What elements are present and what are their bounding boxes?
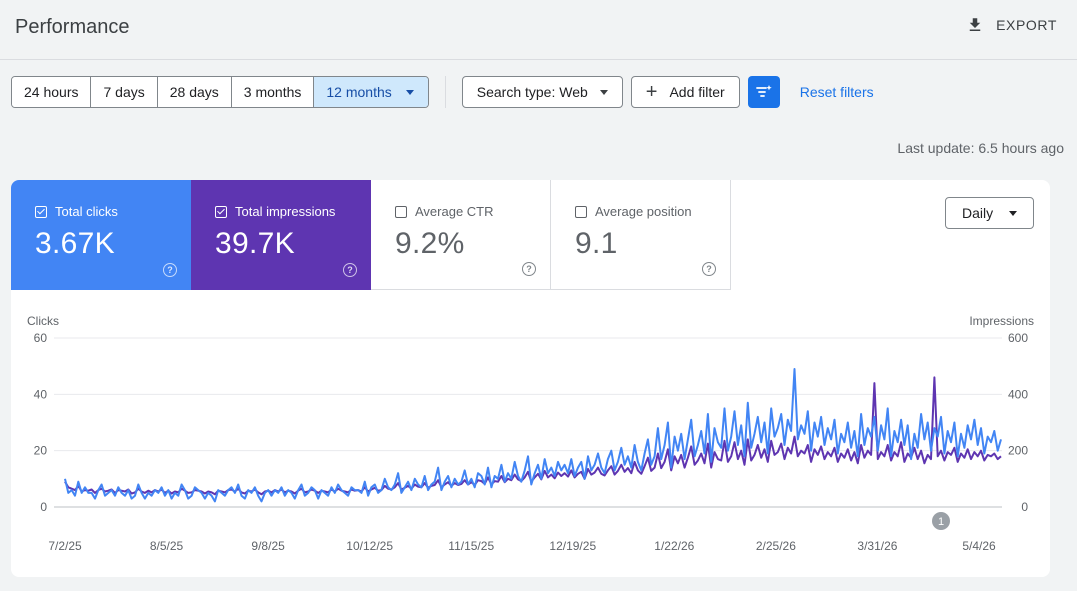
checkbox-checked-icon[interactable] [215,205,227,218]
granularity-label: Daily [962,205,994,221]
caret-down-icon [599,89,608,95]
series-line-clicks [64,368,1002,503]
right-tick-label: 200 [1008,444,1028,458]
left-tick-label: 60 [34,331,48,345]
metric-label: Total impressions [235,204,336,219]
metric-label: Total clicks [55,204,118,219]
range-7-days[interactable]: 7 days [91,77,158,107]
page-header: Performance EXPORT [0,0,1077,60]
left-tick-label: 20 [34,444,48,458]
help-icon[interactable]: ? [702,262,716,276]
right-tick-label: 600 [1008,331,1028,345]
metric-total-impressions[interactable]: Total impressions 39.7K ? [191,180,371,290]
metric-value: 9.2% [395,227,465,260]
metric-value: 39.7K [215,227,295,260]
search-type-label: Search type: Web [476,84,588,100]
divider [444,76,446,108]
range-12-months[interactable]: 12 months [314,77,428,107]
x-tick-label: 12/19/25 [549,539,596,553]
x-tick-label: 8/5/25 [150,539,184,553]
left-tick-label: 0 [40,500,47,514]
caret-down-icon [1009,210,1017,216]
metric-label: Average CTR [415,204,494,219]
metric-label: Average position [595,204,692,219]
right-tick-label: 400 [1008,387,1028,401]
line-chart: 60 600 40 400 20 200 0 0 7/2/25 8/5/25 9/8/25 10/12… [34,331,1029,553]
x-tick-label: 11/15/25 [448,539,494,553]
annotation-label: 1 [938,516,944,528]
date-range-selector: 24 hours 7 days 28 days 3 months 12 mont… [11,76,429,108]
x-tick-label: 10/12/25 [346,539,393,553]
export-label: EXPORT [996,17,1057,33]
plus-icon: + [645,81,658,103]
help-icon[interactable]: ? [522,262,536,276]
annotation-marker [932,512,950,530]
checkbox-checked-icon[interactable] [35,205,47,218]
filter-sparkle-icon [755,85,772,97]
checkbox-unchecked-icon[interactable] [395,205,407,218]
performance-card: Total clicks 3.67K ? Total impressions 3… [11,180,1050,577]
help-icon[interactable]: ? [343,263,357,277]
range-12-months-label: 12 months [326,84,392,100]
export-button[interactable]: EXPORT [966,16,1057,34]
last-update-text: Last update: 6.5 hours ago [897,140,1064,156]
checkbox-unchecked-icon[interactable] [575,205,587,218]
performance-chart: Clicks Impressions 60 600 40 400 20 200 0 0 7/2/… [11,310,1050,570]
metric-total-clicks[interactable]: Total clicks 3.67K ? [11,180,191,290]
x-tick-label: 1/22/26 [654,539,694,553]
smart-filter-button[interactable] [747,76,780,108]
reset-filters-link[interactable]: Reset filters [799,84,874,100]
download-icon [969,18,981,31]
metric-value: 9.1 [575,227,618,260]
range-24-hours[interactable]: 24 hours [12,77,92,107]
range-3-months[interactable]: 3 months [231,77,315,107]
left-axis-title: Clicks [27,314,59,328]
metric-average-position[interactable]: Average position 9.1 ? [551,180,731,290]
x-tick-label: 5/4/26 [962,539,996,553]
metric-average-ctr[interactable]: Average CTR 9.2% ? [371,180,551,290]
add-filter-button[interactable]: + Add filter [630,76,740,108]
page-title: Performance [15,16,130,38]
help-icon[interactable]: ? [163,263,177,277]
right-axis-title: Impressions [969,314,1034,328]
x-tick-label: 2/25/26 [756,539,796,553]
x-tick-label: 3/31/26 [857,539,897,553]
metric-value: 3.67K [35,227,115,260]
range-28-days[interactable]: 28 days [157,77,232,107]
x-tick-label: 7/2/25 [48,539,82,553]
x-tick-label: 9/8/25 [251,539,285,553]
add-filter-label: Add filter [669,84,725,100]
left-tick-label: 40 [34,387,48,401]
filter-bar: 24 hours 7 days 28 days 3 months 12 mont… [11,76,874,108]
caret-down-icon [405,89,414,95]
right-tick-label: 0 [1021,500,1028,514]
granularity-dropdown[interactable]: Daily [945,197,1034,229]
search-type-dropdown[interactable]: Search type: Web [461,76,623,108]
